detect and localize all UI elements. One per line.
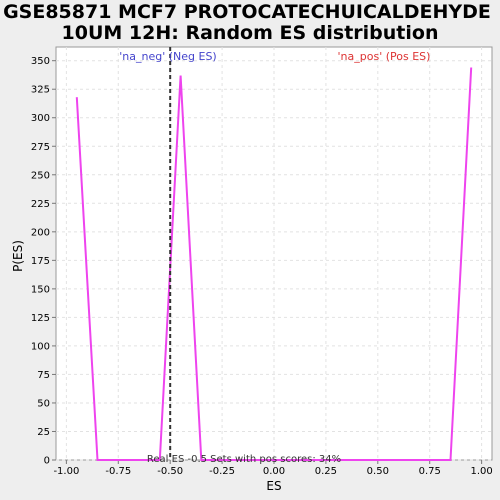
- chart-title-line-1: GSE85871 MCF7 PROTOCATECHUICALDEHYDE: [3, 1, 491, 23]
- y-tick-label: 175: [31, 256, 50, 267]
- legend-neg-label: 'na_neg' (Neg ES): [119, 50, 216, 63]
- random-es-distribution-line: [75, 67, 473, 461]
- x-tick-label: -0.75: [105, 466, 131, 477]
- y-tick-label: 200: [31, 227, 50, 238]
- y-tick-label: 350: [31, 56, 50, 67]
- y-tick-label: 100: [31, 341, 50, 352]
- x-tick-label: 1.00: [470, 466, 492, 477]
- y-tick-label: 250: [31, 170, 50, 181]
- y-tick-label: 275: [31, 142, 50, 153]
- y-tick-label: 325: [31, 85, 50, 96]
- y-tick-label: 50: [37, 398, 50, 409]
- y-axis-label: P(ES): [11, 240, 25, 272]
- x-axis-ticks: -1.00 -0.75 -0.50 -0.25 0.00 0.25 0.50 0.75 1.00: [53, 460, 493, 477]
- legend-pos-label: 'na_pos' (Pos ES): [338, 50, 431, 63]
- chart-title-line-2: 10UM 12H: Random ES distribution: [62, 22, 439, 44]
- x-axis-label: ES: [266, 479, 281, 493]
- x-tick-label: 0.50: [367, 466, 389, 477]
- x-tick-label: 0.75: [419, 466, 441, 477]
- grid-lines: [56, 47, 492, 461]
- y-tick-label: 75: [37, 370, 50, 381]
- y-tick-label: 125: [31, 313, 50, 324]
- x-tick-label: -0.50: [157, 466, 183, 477]
- y-tick-label: 225: [31, 199, 50, 210]
- y-tick-label: 0: [44, 456, 50, 467]
- y-tick-label: 300: [31, 113, 50, 124]
- y-tick-label: 25: [37, 427, 50, 438]
- real-es-footnote: Real ES -0.5 Sets with pos scores: 34%: [147, 454, 341, 465]
- x-tick-label: -1.00: [53, 466, 79, 477]
- y-axis-ticks: 0 25 50 75 100 125 150 175 200 225 250 275 300 325 350: [31, 56, 56, 467]
- x-tick-label: 0.25: [315, 466, 337, 477]
- x-tick-label: 0.00: [263, 466, 285, 477]
- y-tick-label: 150: [31, 284, 50, 295]
- x-tick-label: -0.25: [209, 466, 235, 477]
